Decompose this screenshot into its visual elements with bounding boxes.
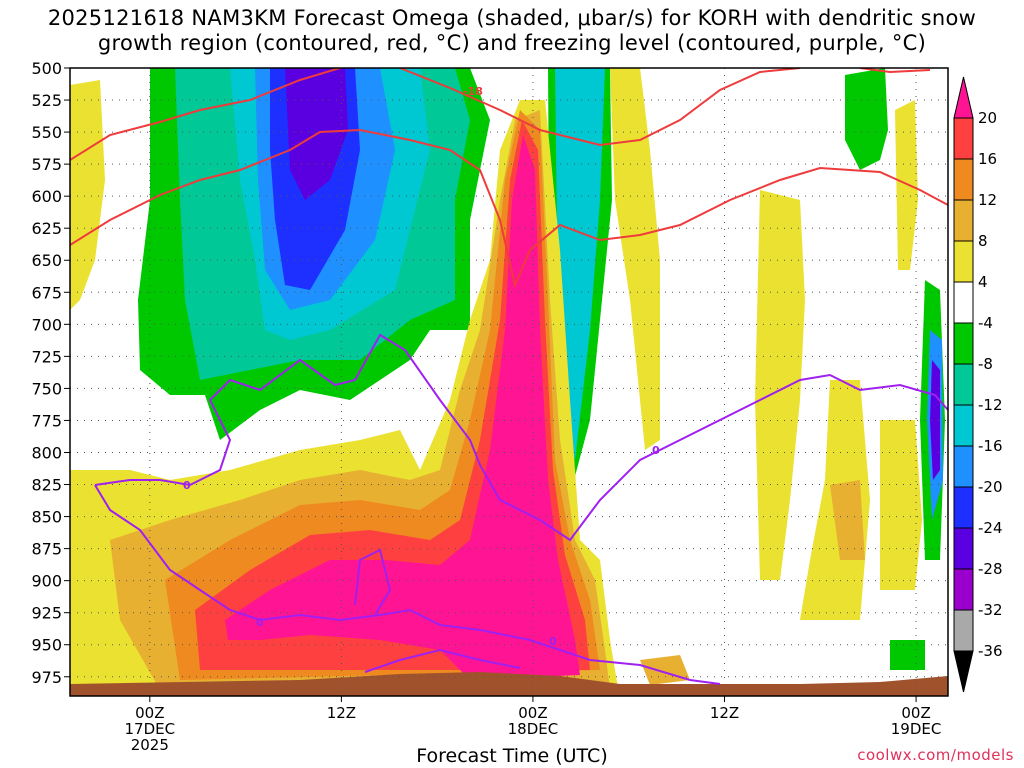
y-tick-label: 700	[31, 315, 62, 334]
freezing-label-3: 0	[549, 635, 557, 648]
chart-title-line2: growth region (contoured, red, °C) and f…	[97, 31, 927, 55]
freezing-contour-bottom	[364, 648, 521, 673]
freezing-contours	[94, 333, 948, 685]
x-tick-label: 00Z	[901, 704, 930, 722]
dgz-contour-lower	[70, 128, 948, 289]
colorbar-swatch	[953, 281, 974, 324]
omega-shading	[70, 68, 948, 696]
x-tick-label: 00Z	[135, 704, 164, 722]
colorbar-swatch	[953, 158, 974, 201]
y-tick-label: 975	[31, 668, 62, 687]
colorbar-label: 4	[978, 273, 988, 291]
colorbar-label: 12	[978, 191, 997, 209]
x-tick-label: 00Z	[518, 704, 547, 722]
colorbar-swatch	[953, 322, 974, 365]
colorbar-swatch	[953, 568, 974, 611]
y-tick-label: 825	[31, 476, 62, 495]
y-tick-label: 600	[31, 187, 62, 206]
y-tick-label: 675	[31, 283, 62, 302]
y-tick-label: 625	[31, 219, 62, 238]
dgz-contour-top-right	[859, 68, 931, 74]
freezing-contour-lower	[94, 484, 721, 685]
colorbar-swatch	[953, 199, 974, 242]
colorbar-swatch	[953, 527, 974, 570]
freezing-label-4: 0	[652, 444, 660, 457]
colorbar-label: -24	[978, 519, 1003, 537]
freezing-label-2: 0	[256, 616, 264, 629]
y-tick-label: 900	[31, 572, 62, 591]
chart-title-line1: 2025121618 NAM3KM Forecast Omega (shaded…	[47, 6, 977, 30]
y-tick-label: 525	[31, 91, 62, 110]
y-tick-label: 775	[31, 411, 62, 430]
dgz-contour-mid	[399, 68, 801, 147]
colorbar-label: -4	[978, 314, 993, 332]
omega-band-yellow-3	[755, 190, 805, 580]
credit-link[interactable]: coolwx.com/models	[857, 746, 1014, 764]
colorbar-swatch	[953, 404, 974, 447]
y-tick-label: 725	[31, 347, 62, 366]
colorbar-label: 8	[978, 232, 988, 250]
colorbar-label: -16	[978, 437, 1003, 455]
y-axis: 500 525 550 575 600 625 650 675 700 725 750 775 800 8…	[31, 59, 70, 687]
colorbar-label: -8	[978, 355, 993, 373]
y-tick-label: 850	[31, 508, 62, 527]
omega-band-yellow-5	[880, 420, 922, 590]
omega-band-violet-2	[930, 360, 940, 480]
colorbar: 20 16 12 8 4 -4 -8 -12 -16 -20 -24 -28 -32 -36	[953, 76, 1003, 693]
y-tick-label: 650	[31, 251, 62, 270]
omega-band-green-3	[845, 68, 888, 170]
x-tick-label: 12Z	[327, 704, 356, 722]
x-tick-label: 17DEC	[125, 720, 176, 738]
omega-band-yellow	[70, 80, 105, 310]
x-tick-label: 18DEC	[508, 720, 559, 738]
y-tick-label: 550	[31, 123, 62, 142]
y-tick-label: 950	[31, 636, 62, 655]
colorbar-swatch	[953, 445, 974, 488]
colorbar-label: -20	[978, 478, 1003, 496]
dgz-contour-upper	[70, 68, 341, 161]
freezing-label-1: 0	[183, 479, 191, 492]
dgz-contours	[70, 68, 948, 289]
colorbar-swatch	[953, 240, 974, 283]
colorbar-swatch	[953, 486, 974, 529]
y-tick-label: 875	[31, 540, 62, 559]
colorbar-label: -28	[978, 560, 1003, 578]
omega-band-low-magenta	[225, 135, 580, 680]
y-tick-label: 925	[31, 604, 62, 623]
colorbar-label: -36	[978, 642, 1003, 660]
y-tick-label: 500	[31, 59, 62, 78]
x-axis-title: Forecast Time (UTC)	[416, 745, 608, 767]
colorbar-label: 16	[978, 150, 997, 168]
y-tick-label: 750	[31, 379, 62, 398]
plot-frame	[69, 67, 949, 697]
y-tick-label: 575	[31, 155, 62, 174]
y-tick-label: 800	[31, 443, 62, 462]
freezing-contour-loop	[354, 548, 392, 616]
colorbar-swatch	[953, 650, 974, 693]
omega-band-green-6	[890, 640, 925, 670]
colorbar-label: -32	[978, 601, 1003, 619]
colorbar-swatch	[953, 363, 974, 406]
omega-band-yellow-2	[610, 68, 660, 450]
freezing-contour-upper	[94, 333, 948, 542]
colorbar-label: -12	[978, 396, 1003, 414]
colorbar-label: 20	[978, 109, 997, 127]
colorbar-swatch	[953, 609, 974, 652]
contour-labels: -18 0 0 0 0	[183, 85, 660, 648]
x-tick-label: 12Z	[710, 704, 739, 722]
x-tick-label: 19DEC	[891, 720, 942, 738]
colorbar-swatch	[953, 76, 974, 119]
omega-band-cyan-2	[555, 68, 605, 460]
omega-band-gold-2	[640, 655, 690, 685]
terrain-fill	[70, 672, 948, 696]
colorbar-swatch	[953, 117, 974, 160]
omega-band-gold-3	[830, 480, 865, 560]
x-tick-label: 2025	[131, 736, 169, 754]
dgz-label: -18	[463, 85, 483, 98]
